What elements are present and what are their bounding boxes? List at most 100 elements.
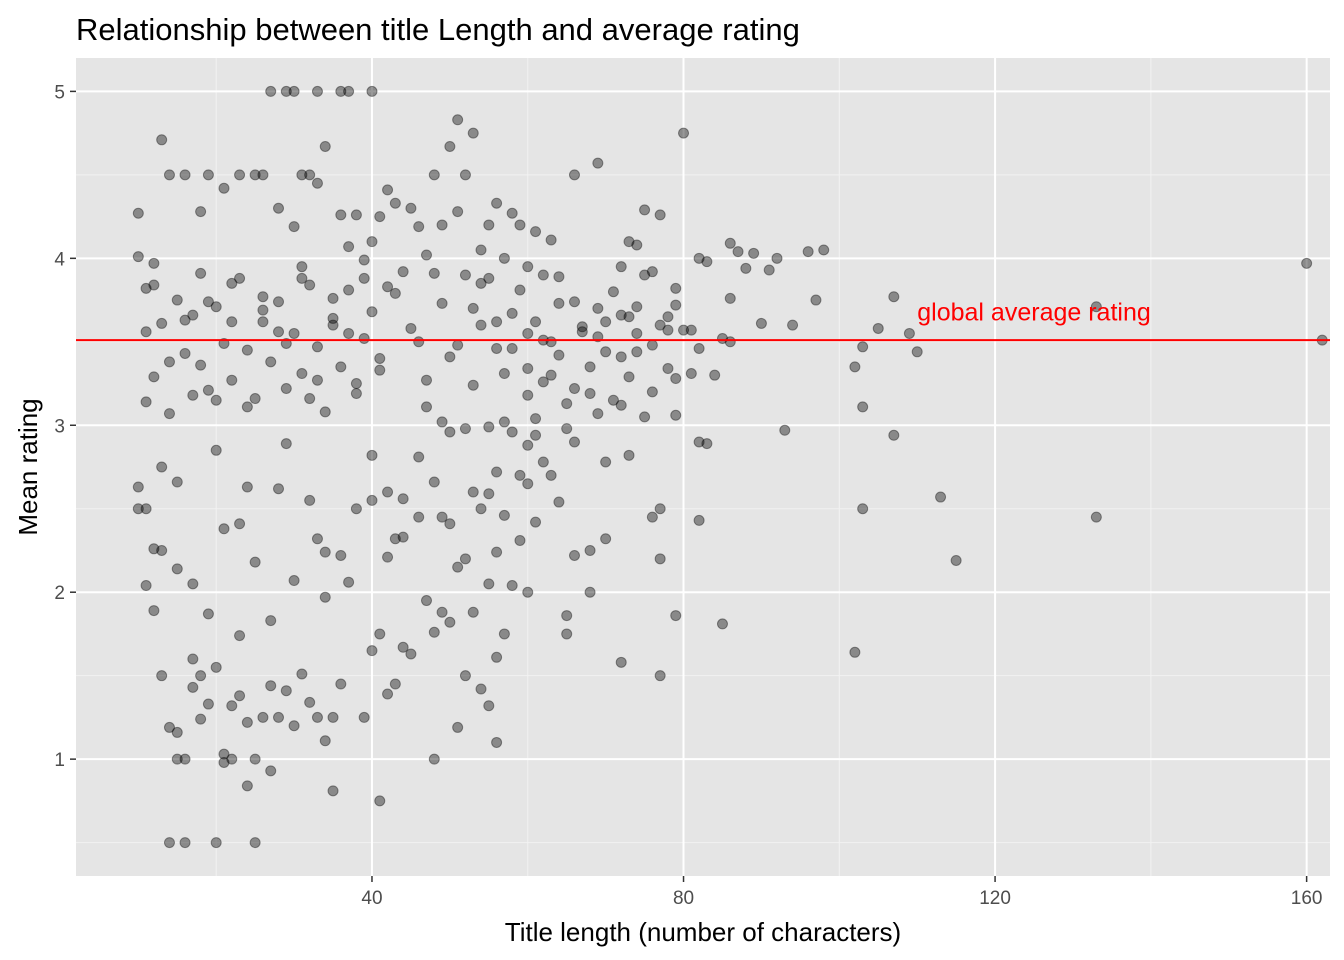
data-point bbox=[218, 182, 230, 194]
data-point bbox=[467, 486, 479, 498]
data-point bbox=[498, 416, 510, 428]
y-tick-label: 3 bbox=[54, 416, 65, 437]
data-point bbox=[483, 421, 495, 433]
data-point bbox=[600, 316, 612, 328]
data-point bbox=[202, 384, 214, 396]
data-point bbox=[156, 317, 168, 329]
data-points bbox=[132, 85, 1328, 849]
data-point bbox=[420, 374, 432, 386]
data-point bbox=[506, 307, 518, 319]
data-point bbox=[148, 543, 160, 555]
data-point bbox=[646, 339, 658, 351]
data-point bbox=[366, 645, 378, 657]
data-point bbox=[280, 383, 292, 395]
data-point bbox=[553, 271, 565, 283]
data-point bbox=[545, 369, 557, 381]
data-point bbox=[296, 368, 308, 380]
data-point bbox=[374, 364, 386, 376]
data-point bbox=[343, 327, 355, 339]
data-point bbox=[226, 316, 238, 328]
data-point bbox=[561, 423, 573, 435]
chart-title: Relationship between title Length and av… bbox=[76, 12, 800, 47]
data-point bbox=[335, 209, 347, 221]
data-point bbox=[327, 292, 339, 304]
data-point bbox=[397, 531, 409, 543]
data-point bbox=[187, 578, 199, 590]
data-point bbox=[483, 700, 495, 712]
data-point bbox=[171, 294, 183, 306]
data-point bbox=[148, 257, 160, 269]
data-point bbox=[382, 184, 394, 196]
data-point bbox=[413, 451, 425, 463]
data-point bbox=[763, 264, 775, 276]
data-point bbox=[374, 795, 386, 807]
data-point bbox=[249, 169, 261, 181]
data-point bbox=[405, 322, 417, 334]
data-point bbox=[849, 646, 861, 658]
data-point bbox=[685, 324, 697, 336]
data-point bbox=[514, 219, 526, 231]
data-point bbox=[530, 516, 542, 528]
data-point bbox=[475, 244, 487, 256]
data-point bbox=[288, 575, 300, 587]
data-point bbox=[366, 494, 378, 506]
data-point bbox=[615, 261, 627, 273]
data-point bbox=[273, 483, 285, 495]
data-point bbox=[584, 388, 596, 400]
data-point bbox=[226, 753, 238, 765]
data-point bbox=[311, 374, 323, 386]
data-point bbox=[311, 341, 323, 353]
data-point bbox=[724, 292, 736, 304]
data-point bbox=[623, 371, 635, 383]
data-point bbox=[218, 756, 230, 768]
data-point bbox=[350, 388, 362, 400]
data-point bbox=[350, 209, 362, 221]
data-point bbox=[662, 324, 674, 336]
data-point bbox=[311, 533, 323, 545]
data-point bbox=[452, 114, 464, 126]
data-point bbox=[132, 207, 144, 219]
data-point bbox=[600, 346, 612, 358]
data-point bbox=[273, 202, 285, 214]
data-point bbox=[156, 134, 168, 146]
data-point bbox=[163, 356, 175, 368]
data-point bbox=[716, 618, 728, 630]
data-point bbox=[576, 321, 588, 333]
data-point bbox=[140, 282, 152, 294]
data-point bbox=[405, 648, 417, 660]
data-point bbox=[491, 546, 503, 558]
data-point bbox=[327, 319, 339, 331]
data-point bbox=[257, 169, 269, 181]
data-point bbox=[280, 85, 292, 97]
data-point bbox=[709, 369, 721, 381]
data-point bbox=[343, 85, 355, 97]
data-point bbox=[685, 368, 697, 380]
data-point bbox=[210, 661, 222, 673]
data-point bbox=[179, 347, 191, 359]
data-point bbox=[1090, 511, 1102, 523]
data-point bbox=[319, 406, 331, 418]
data-point bbox=[615, 656, 627, 668]
data-point bbox=[405, 202, 417, 214]
data-point bbox=[701, 438, 713, 450]
data-point bbox=[444, 426, 456, 438]
data-point bbox=[459, 269, 471, 281]
data-point bbox=[639, 269, 651, 281]
data-point bbox=[366, 449, 378, 461]
data-point bbox=[311, 711, 323, 723]
data-point bbox=[459, 169, 471, 181]
data-point bbox=[265, 356, 277, 368]
data-point bbox=[491, 736, 503, 748]
data-point bbox=[615, 399, 627, 411]
data-point bbox=[210, 301, 222, 313]
data-point bbox=[311, 177, 323, 189]
data-point bbox=[475, 319, 487, 331]
data-point bbox=[187, 309, 199, 321]
data-point bbox=[132, 251, 144, 263]
data-point bbox=[724, 237, 736, 249]
data-point bbox=[1301, 257, 1313, 269]
data-point bbox=[483, 272, 495, 284]
data-point bbox=[335, 549, 347, 561]
data-point bbox=[327, 785, 339, 797]
data-point bbox=[748, 247, 760, 259]
